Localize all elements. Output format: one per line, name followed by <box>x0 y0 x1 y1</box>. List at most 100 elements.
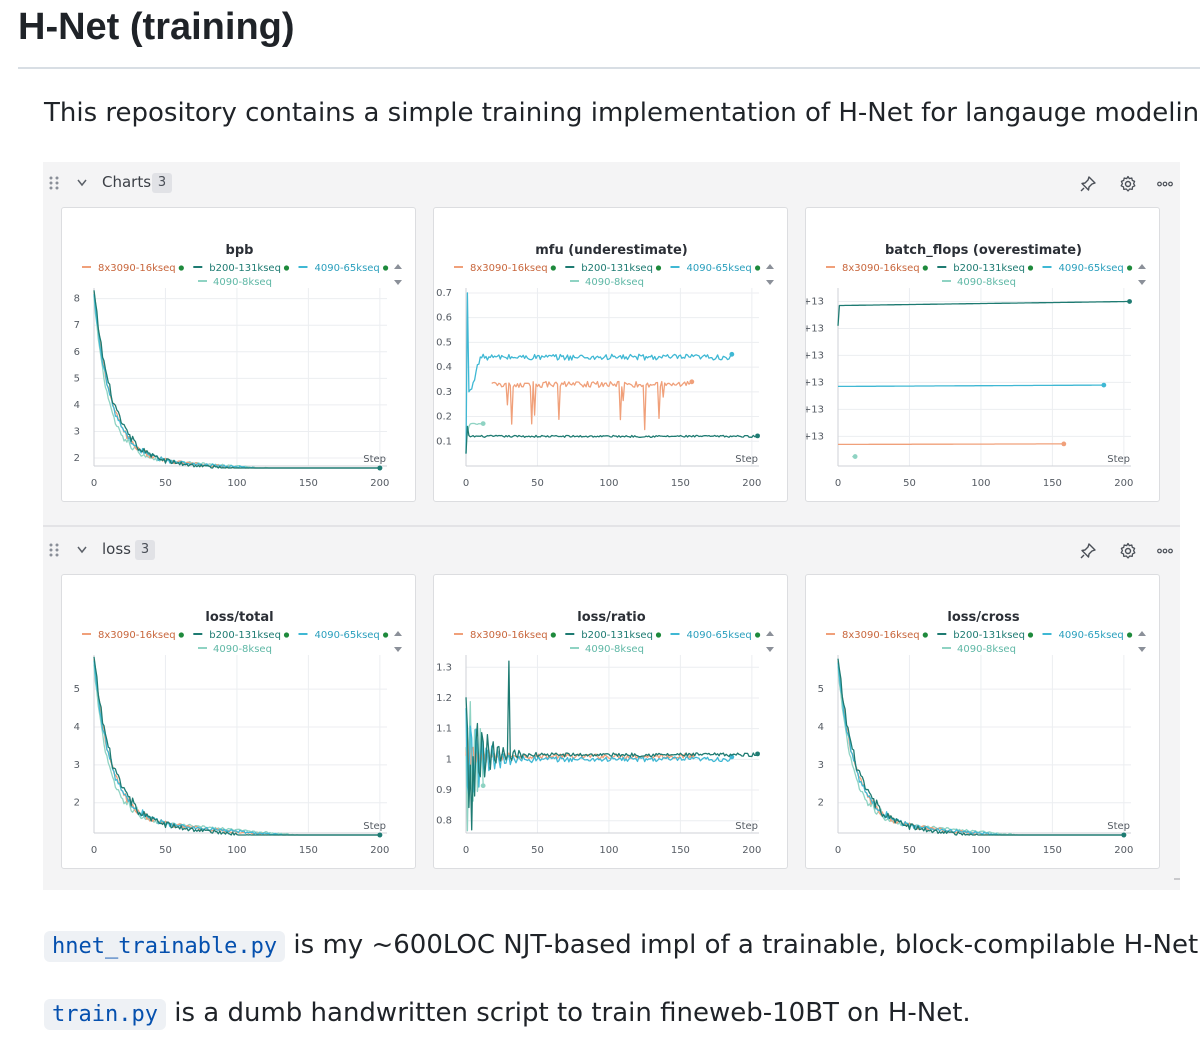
gear-icon[interactable] <box>1119 542 1137 560</box>
legend-visibility-dot <box>1127 632 1133 638</box>
chart-panel-batch-flops[interactable]: batch_flops (overestimate) 8x3090-16kseq b… <box>805 207 1160 502</box>
legend-up-arrow-icon[interactable] <box>394 264 402 269</box>
chart-panel-loss-cross[interactable]: loss/cross 8x3090-16kseq b200-131kseq 4090-… <box>805 574 1160 869</box>
x-tick-label: 200 <box>742 845 761 856</box>
legend-down-arrow-icon[interactable] <box>1138 647 1146 652</box>
legend-label: b200-131kseq <box>209 263 281 274</box>
section-count-badge: 3 <box>152 173 172 193</box>
legend-label: 4090-65kseq <box>315 263 380 274</box>
y-tick-label: 2 <box>74 798 80 809</box>
legend-visibility-dot <box>755 265 761 271</box>
series-line-4090-65kseq <box>838 384 1104 388</box>
x-axis-label: Step <box>363 821 386 832</box>
y-tick-label: 0.1 <box>436 436 452 447</box>
x-tick-label: 150 <box>671 845 690 856</box>
y-tick-label: 0.9 <box>436 785 452 796</box>
y-tick-label: 8 <box>74 294 80 305</box>
x-tick-label: 0 <box>835 845 841 856</box>
legend-label: 8x3090-16kseq <box>470 630 548 641</box>
x-tick-label: 200 <box>1114 845 1133 856</box>
legend-down-arrow-icon[interactable] <box>1138 280 1146 285</box>
pin-icon[interactable] <box>1079 542 1097 560</box>
chart-mfu: mfu (underestimate) 8x3090-16kseq b200-131… <box>436 243 774 489</box>
x-tick-label: 150 <box>671 478 690 489</box>
series-line-4090-8kseq <box>465 701 484 832</box>
x-tick-label: 50 <box>903 845 916 856</box>
legend-label: 8x3090-16kseq <box>470 263 548 274</box>
y-tick-label: 5 <box>74 373 80 384</box>
x-tick-label: 150 <box>299 845 318 856</box>
y-tick-label: 3e+13 <box>806 377 824 388</box>
series-line-4090-65kseq <box>465 708 733 797</box>
chevron-down-icon[interactable] <box>75 544 89 556</box>
legend-up-arrow-icon[interactable] <box>766 631 774 636</box>
y-tick-label: 3 <box>74 760 80 771</box>
chart-bpb: bpb 8x3090-16kseq b200-131kseq 4090-65kseq 4… <box>74 243 402 489</box>
y-tick-label: 1.2 <box>436 693 452 704</box>
legend-label: b200-131kseq <box>581 630 653 641</box>
legend-up-arrow-icon[interactable] <box>766 264 774 269</box>
x-tick-label: 200 <box>742 478 761 489</box>
legend-label: 4090-8kseq <box>957 277 1016 288</box>
legend-visibility-dot <box>922 632 928 638</box>
intro-paragraph: This repository contains a simple traini… <box>44 98 1200 128</box>
series-endpoint <box>480 421 486 427</box>
section-title[interactable]: loss <box>102 540 131 558</box>
paragraph-text: is my ~600LOC NJT-based impl of a traina… <box>285 930 1200 960</box>
legend-visibility-dot <box>383 632 389 638</box>
x-axis-label: Step <box>363 454 386 465</box>
legend-up-arrow-icon[interactable] <box>1138 264 1146 269</box>
x-tick-label: 0 <box>91 845 97 856</box>
legend-down-arrow-icon[interactable] <box>766 647 774 652</box>
resize-handle[interactable] <box>1174 878 1180 880</box>
series-endpoint <box>1127 299 1132 304</box>
drag-handle-icon[interactable] <box>47 542 61 558</box>
y-tick-label: 0.6 <box>436 313 452 324</box>
pin-icon[interactable] <box>1079 175 1097 193</box>
legend-visibility-dot <box>655 265 662 271</box>
x-axis-label: Step <box>735 454 758 465</box>
series-endpoint <box>1101 382 1107 388</box>
legend-visibility-dot <box>655 632 662 638</box>
legend-down-arrow-icon[interactable] <box>394 647 402 652</box>
y-tick-label: 2 <box>818 798 824 809</box>
chart-panel-loss-ratio[interactable]: loss/ratio 8x3090-16kseq b200-131kseq 4090-… <box>433 574 788 869</box>
chart-title: loss/ratio <box>577 610 645 625</box>
legend-down-arrow-icon[interactable] <box>394 280 402 285</box>
y-tick-label: 0.2 <box>436 412 452 423</box>
legend-up-arrow-icon[interactable] <box>1138 631 1146 636</box>
x-tick-label: 0 <box>835 478 841 489</box>
y-tick-label: 6e+13 <box>806 296 824 307</box>
chevron-down-icon[interactable] <box>75 177 89 189</box>
legend-label: 4090-8kseq <box>213 277 272 288</box>
chart-panel-mfu[interactable]: mfu (underestimate) 8x3090-16kseq b200-131… <box>433 207 788 502</box>
legend-label: 4090-65kseq <box>687 263 752 274</box>
x-tick-label: 200 <box>1114 478 1133 489</box>
x-tick-label: 100 <box>599 478 618 489</box>
title-divider <box>18 67 1200 69</box>
series-endpoint <box>755 751 760 757</box>
section-count-badge: 3 <box>135 540 155 560</box>
more-icon[interactable] <box>1156 542 1174 560</box>
x-tick-label: 50 <box>531 478 544 489</box>
legend-up-arrow-icon[interactable] <box>394 631 402 636</box>
chart-panel-loss-total[interactable]: loss/total 8x3090-16kseq b200-131kseq 4090-… <box>61 574 416 869</box>
x-tick-label: 50 <box>159 478 172 489</box>
section-title[interactable]: Charts <box>102 173 152 191</box>
x-tick-label: 50 <box>159 845 172 856</box>
y-tick-label: 3 <box>818 760 824 771</box>
drag-handle-icon[interactable] <box>47 175 61 191</box>
y-tick-label: 2e+13 <box>806 404 824 415</box>
chart-loss-ratio: loss/ratio 8x3090-16kseq b200-131kseq 4090-… <box>436 610 774 856</box>
chart-panel-bpb[interactable]: bpb 8x3090-16kseq b200-131kseq 4090-65kseq 4… <box>61 207 416 502</box>
more-icon[interactable] <box>1156 175 1174 193</box>
legend-label: 4090-65kseq <box>687 630 752 641</box>
series-line-8x3090-16kseq <box>838 443 1064 446</box>
legend-visibility-dot <box>283 265 290 271</box>
section-header-charts: Charts 3 <box>43 163 1180 203</box>
x-tick-label: 200 <box>370 845 389 856</box>
legend-down-arrow-icon[interactable] <box>766 280 774 285</box>
y-tick-label: 0.7 <box>436 288 452 299</box>
gear-icon[interactable] <box>1119 175 1137 193</box>
x-tick-label: 100 <box>971 478 990 489</box>
